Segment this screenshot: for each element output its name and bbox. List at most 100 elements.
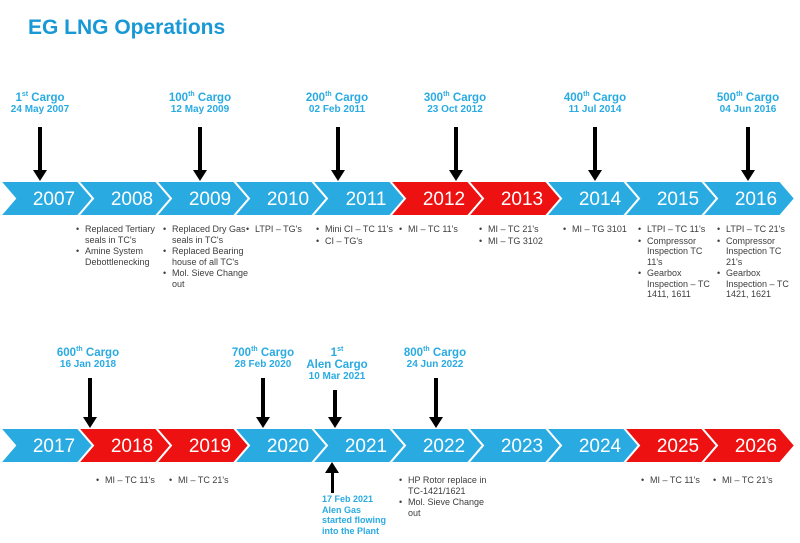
year-label-2024: 2024 (579, 436, 622, 457)
note-item: MI – TC 11's (640, 475, 720, 486)
year-chevron-2014 (544, 181, 641, 216)
notes-2016: LTPI – TC 21'sCompressor Inspection TC 2… (716, 224, 798, 301)
down-arrow-head (429, 417, 443, 428)
notes-2019: MI – TC 21's (168, 475, 248, 487)
year-chevron-2026 (700, 428, 797, 463)
milestone-label: 800th Cargo (403, 346, 467, 359)
notes-2012: MI – TC 11's (398, 224, 478, 236)
year-label-2015: 2015 (657, 189, 699, 210)
up-arrow-head (325, 462, 339, 473)
notes-2025: MI – TC 11's (640, 475, 720, 487)
year-label-2013: 2013 (501, 189, 543, 210)
down-arrow-shaft (88, 378, 92, 417)
note-item: Compressor Inspection TC 21's (716, 236, 798, 268)
down-arrow-head (33, 170, 47, 181)
year-chevron-2018 (76, 428, 173, 463)
up-arrow-shaft (330, 473, 334, 493)
year-chevron-2020 (232, 428, 329, 463)
year-chevron-2024 (544, 428, 641, 463)
down-arrow (429, 378, 443, 428)
milestone-date: 04 Jun 2016 (719, 104, 777, 115)
down-arrow (33, 127, 47, 181)
down-arrow-shaft (434, 378, 438, 417)
note-item: Gearbox Inspection – TC 1411, 1611 (637, 268, 719, 300)
note-item: CI – TG's (315, 236, 407, 247)
year-chevron-2022 (388, 428, 485, 463)
down-arrow-shaft (333, 390, 337, 417)
down-arrow-shaft (593, 127, 597, 170)
down-arrow-head (83, 417, 97, 428)
annotation-date: 17 Feb 2021 (322, 494, 374, 504)
note-item: Gearbox Inspection – TC 1421, 1621 (716, 268, 798, 300)
down-arrow-head (193, 170, 207, 181)
year-label-2012: 2012 (423, 189, 465, 210)
year-chevron-2009 (154, 181, 251, 216)
note-item: Mol. Sieve Change out (162, 268, 254, 289)
year-label-2018: 2018 (111, 436, 153, 457)
notes-list: Replaced Dry Gas seals in TC'sReplaced B… (162, 224, 254, 289)
year-label-2017: 2017 (33, 436, 75, 457)
down-arrow (588, 127, 602, 181)
note-item: MI – TC 21's (712, 475, 792, 486)
down-arrow-head (741, 170, 755, 181)
milestone-label: 1st Cargo (15, 91, 65, 104)
notes-list: Replaced Tertiary seals in TC'sAmine Sys… (75, 224, 167, 267)
note-item: MI – TC 21's (478, 224, 558, 235)
milestone-500th-cargo: 500th Cargo 04 Jun 2016 (683, 91, 800, 116)
year-chevron-2016 (700, 181, 797, 216)
note-item: Replaced Bearing house of all TC's (162, 246, 254, 267)
down-arrow-head (449, 170, 463, 181)
milestone-date: 16 Jan 2018 (59, 359, 117, 370)
down-arrow (331, 127, 345, 181)
year-label-2021: 2021 (345, 436, 387, 457)
annotation-line: started flowing (322, 515, 387, 525)
milestone-1st-alen: 1st Alen Cargo 10 Mar 2021 (272, 346, 402, 383)
milestone-label: 400th Cargo (563, 91, 627, 104)
notes-2011: Mini CI – TC 11'sCI – TG's (315, 224, 407, 247)
notes-list: LTPI – TC 11'sCompressor Inspection TC 1… (637, 224, 719, 300)
year-label-2016: 2016 (735, 189, 777, 210)
milestone-100th-cargo: 100th Cargo 12 May 2009 (135, 91, 265, 116)
milestone-label: 100th Cargo (168, 91, 232, 104)
year-chevron-2013 (466, 181, 563, 216)
down-arrow (741, 127, 755, 181)
year-label-2019: 2019 (189, 436, 231, 457)
note-item: HP Rotor replace in TC-1421/1621 (398, 475, 493, 496)
milestone-800th-cargo: 800th Cargo 24 Jun 2022 (370, 346, 500, 371)
note-item: Mini CI – TC 11's (315, 224, 407, 235)
note-item: Compressor Inspection TC 11's (637, 236, 719, 268)
note-item: MI – TC 11's (398, 224, 478, 235)
year-label-2023: 2023 (501, 436, 543, 457)
year-chevron-2021 (310, 428, 407, 463)
milestone-label-line2: Alen Cargo (306, 359, 368, 371)
down-arrow-shaft (38, 127, 42, 170)
notes-2026: MI – TC 21's (712, 475, 792, 487)
down-arrow (83, 378, 97, 428)
notes-2010: LTPI – TG's (245, 224, 325, 236)
notes-2008: Replaced Tertiary seals in TC'sAmine Sys… (75, 224, 167, 268)
down-arrow-shaft (454, 127, 458, 170)
notes-list: MI – TC 11's (640, 475, 720, 486)
milestone-date: 11 Jul 2014 (568, 104, 622, 115)
milestone-label: 1st (330, 346, 344, 359)
notes-2015: LTPI – TC 11'sCompressor Inspection TC 1… (637, 224, 719, 301)
note-item: LTPI – TG's (245, 224, 325, 235)
down-arrow-head (328, 417, 342, 428)
notes-2018: MI – TC 11's (95, 475, 175, 487)
milestone-400th-cargo: 400th Cargo 11 Jul 2014 (530, 91, 660, 116)
milestone-date: 02 Feb 2011 (308, 104, 366, 115)
milestone-date: 28 Feb 2020 (234, 359, 292, 370)
year-chevron-2023 (466, 428, 563, 463)
milestone-date: 10 Mar 2021 (308, 371, 366, 382)
milestone-date: 24 May 2007 (10, 104, 70, 115)
down-arrow-head (256, 417, 270, 428)
milestone-date: 24 Jun 2022 (406, 359, 464, 370)
down-arrow-shaft (198, 127, 202, 170)
milestone-date: 23 Oct 2012 (427, 104, 483, 115)
milestone-label: 500th Cargo (716, 91, 780, 104)
milestone-700th-cargo: 700th Cargo 28 Feb 2020 (198, 346, 328, 371)
year-chevron-2017 (0, 428, 95, 463)
year-chevron-2025 (622, 428, 719, 463)
down-arrow (256, 378, 270, 428)
notes-2022: HP Rotor replace in TC-1421/1621Mol. Sie… (398, 475, 493, 519)
